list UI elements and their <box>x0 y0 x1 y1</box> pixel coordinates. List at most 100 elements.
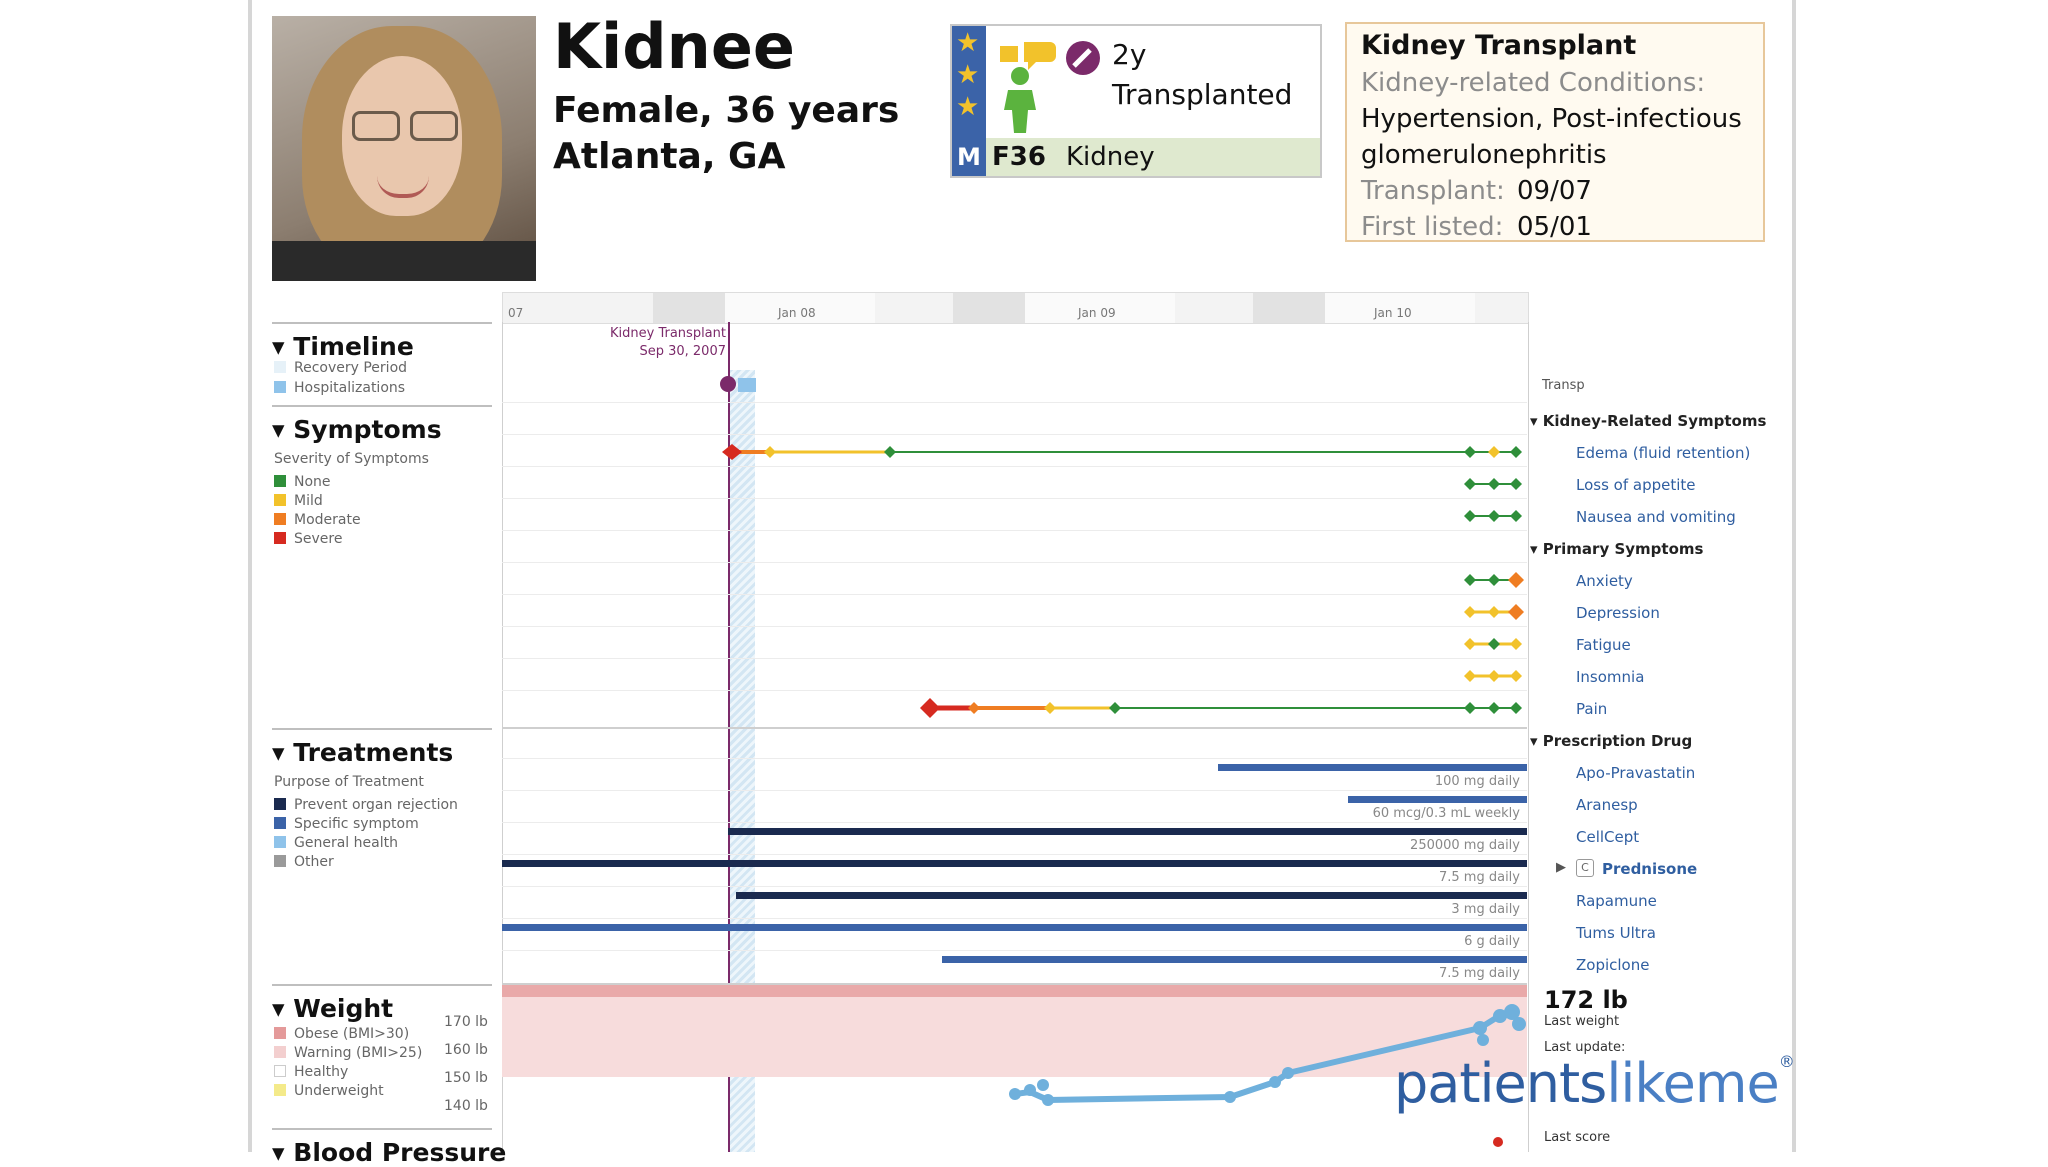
primary-symptoms-header[interactable]: ▾ Primary Symptoms <box>1530 540 1704 558</box>
member-gender-age: Female, 36 years <box>553 90 900 131</box>
legend-item: Specific symptom <box>274 816 419 832</box>
fatigue-line <box>1464 638 1522 650</box>
brand-part2: likeme <box>1606 1052 1779 1115</box>
legend-item: Mild <box>274 493 323 509</box>
badge-code: F36 <box>992 142 1046 172</box>
prescription-drug-header[interactable]: ▾ Prescription Drug <box>1530 732 1693 750</box>
last-score-label: Last score <box>1544 1130 1611 1145</box>
symptom-row-label[interactable]: Pain <box>1576 700 1608 718</box>
drug-row-label[interactable]: Apo-Pravastatin <box>1576 764 1696 782</box>
weight-section-toggle[interactable]: ▾ Weight <box>272 994 394 1023</box>
legend-item: Recovery Period <box>274 360 407 376</box>
treatments-section-title: Treatments <box>293 738 454 767</box>
treatment-bar-aranesp[interactable] <box>1348 796 1527 803</box>
brand-mark: ® <box>1778 1052 1795 1071</box>
warning-zone <box>502 997 1527 1077</box>
transplant-marker-icon[interactable] <box>720 376 736 392</box>
treatment-bar-rapamune[interactable] <box>736 892 1527 899</box>
info-title: Kidney Transplant <box>1361 30 1637 61</box>
symptom-row-label[interactable]: Depression <box>1576 604 1660 622</box>
brand-part1: patients <box>1394 1052 1607 1115</box>
treatment-bar-tums-ultra[interactable] <box>502 924 1527 931</box>
legend-item: Underweight <box>274 1083 384 1099</box>
weight-tick: 160 lb <box>444 1042 488 1058</box>
dose-label: 7.5 mg daily <box>1439 870 1520 885</box>
treatment-bar-cellcept-b[interactable] <box>1028 828 1527 835</box>
weight-tick: 150 lb <box>444 1070 488 1086</box>
edema-line <box>722 444 1522 460</box>
expand-arrow-icon[interactable]: ▶ <box>1556 860 1566 875</box>
dose-label: 6 g daily <box>1464 934 1520 949</box>
appetite-line <box>1464 478 1522 490</box>
transplant-info-box: Kidney Transplant Kidney-related Conditi… <box>1345 22 1765 242</box>
badge-duration: 2y <box>1112 38 1147 71</box>
symptom-row-label[interactable]: Loss of appetite <box>1576 476 1696 494</box>
treatment-bar-apo-pravastatin[interactable] <box>1218 764 1527 771</box>
kidney-symptoms-header[interactable]: ▾ Kidney-Related Symptoms <box>1530 412 1767 430</box>
timeline-chart[interactable] <box>502 322 1529 1152</box>
dose-label: 100 mg daily <box>1434 774 1520 789</box>
last-weight-value: 172 lb <box>1544 986 1628 1014</box>
insomnia-line <box>1464 670 1522 682</box>
treatment-bar-cellcept-a[interactable] <box>728 828 1028 835</box>
badge-organ: Kidney <box>1066 142 1155 172</box>
drug-row-label[interactable]: Tums Ultra <box>1576 924 1656 942</box>
transp-label: Transp <box>1542 378 1585 393</box>
last-weight-label: Last weight <box>1544 1014 1620 1029</box>
badge-status: Transplanted <box>1112 78 1293 111</box>
axis-tick: 07 <box>508 306 524 320</box>
drug-row-label[interactable]: Aranesp <box>1576 796 1638 814</box>
axis-tick: Jan 09 <box>1078 306 1116 320</box>
transplant-event-date: Sep 30, 2007 <box>639 344 726 359</box>
depression-line <box>1464 604 1524 620</box>
legend-item: Prevent organ rejection <box>274 797 458 813</box>
weight-tick: 140 lb <box>444 1098 488 1114</box>
legend-item: None <box>274 474 331 490</box>
c-tag: C <box>1576 859 1594 877</box>
patientslikeme-logo: patientslikeme® <box>1394 1052 1795 1115</box>
anxiety-line <box>1464 572 1524 588</box>
nausea-line <box>1464 510 1522 522</box>
symptoms-section-toggle[interactable]: ▾ Symptoms <box>272 415 442 444</box>
drug-row-label[interactable]: Rapamune <box>1576 892 1657 910</box>
legend-subtitle: Purpose of Treatment <box>274 774 424 790</box>
pain-line <box>920 698 1522 718</box>
dose-label: 250000 mg daily <box>1410 838 1520 853</box>
stars-icon: ★ ★ ★ <box>952 26 986 138</box>
timeline-axis[interactable] <box>502 292 1529 324</box>
legend-item: Healthy <box>274 1064 348 1080</box>
timeline-section-toggle[interactable]: ▾ Timeline <box>272 332 414 361</box>
symptom-row-label[interactable]: Anxiety <box>1576 572 1633 590</box>
profile-photo <box>272 16 536 281</box>
legend-item: Moderate <box>274 512 361 528</box>
legend-item: General health <box>274 835 398 851</box>
treatment-bar-prednisone-b[interactable] <box>857 860 1527 867</box>
symptom-row-label[interactable]: Edema (fluid retention) <box>1576 444 1751 462</box>
axis-tick: Jan 10 <box>1374 306 1412 320</box>
symptom-row-label[interactable]: Nausea and vomiting <box>1576 508 1736 526</box>
legend-item: Hospitalizations <box>274 380 405 396</box>
legend-item: Warning (BMI>25) <box>274 1045 422 1061</box>
drug-row-label[interactable]: CellCept <box>1576 828 1640 846</box>
treatment-bar-zopiclone[interactable] <box>942 956 1527 963</box>
member-badge[interactable]: ★ ★ ★ 2y Transplanted M F36 Kidney <box>950 24 1322 178</box>
legend-item: Severe <box>274 531 342 547</box>
treatments-section-toggle[interactable]: ▾ Treatments <box>272 738 454 767</box>
listed-value: 05/01 <box>1517 212 1592 242</box>
organ-icon <box>1066 41 1100 75</box>
last-update-label: Last update: <box>1544 1040 1626 1055</box>
legend-subtitle: Severity of Symptoms <box>274 451 429 467</box>
member-name: Kidnee <box>553 10 795 83</box>
transplant-label: Transplant: <box>1361 176 1505 206</box>
symptom-row-label[interactable]: Insomnia <box>1576 668 1645 686</box>
member-location: Atlanta, GA <box>553 136 786 177</box>
transplant-event-label: Kidney Transplant <box>610 326 726 341</box>
dose-label: 60 mcg/0.3 mL weekly <box>1372 806 1520 821</box>
drug-row-label[interactable]: Prednisone <box>1602 860 1698 878</box>
hospitalization-bar[interactable] <box>738 378 756 392</box>
drug-row-label[interactable]: Zopiclone <box>1576 956 1650 974</box>
treatment-bar-prednisone-a[interactable] <box>502 860 857 867</box>
symptom-row-label[interactable]: Fatigue <box>1576 636 1631 654</box>
